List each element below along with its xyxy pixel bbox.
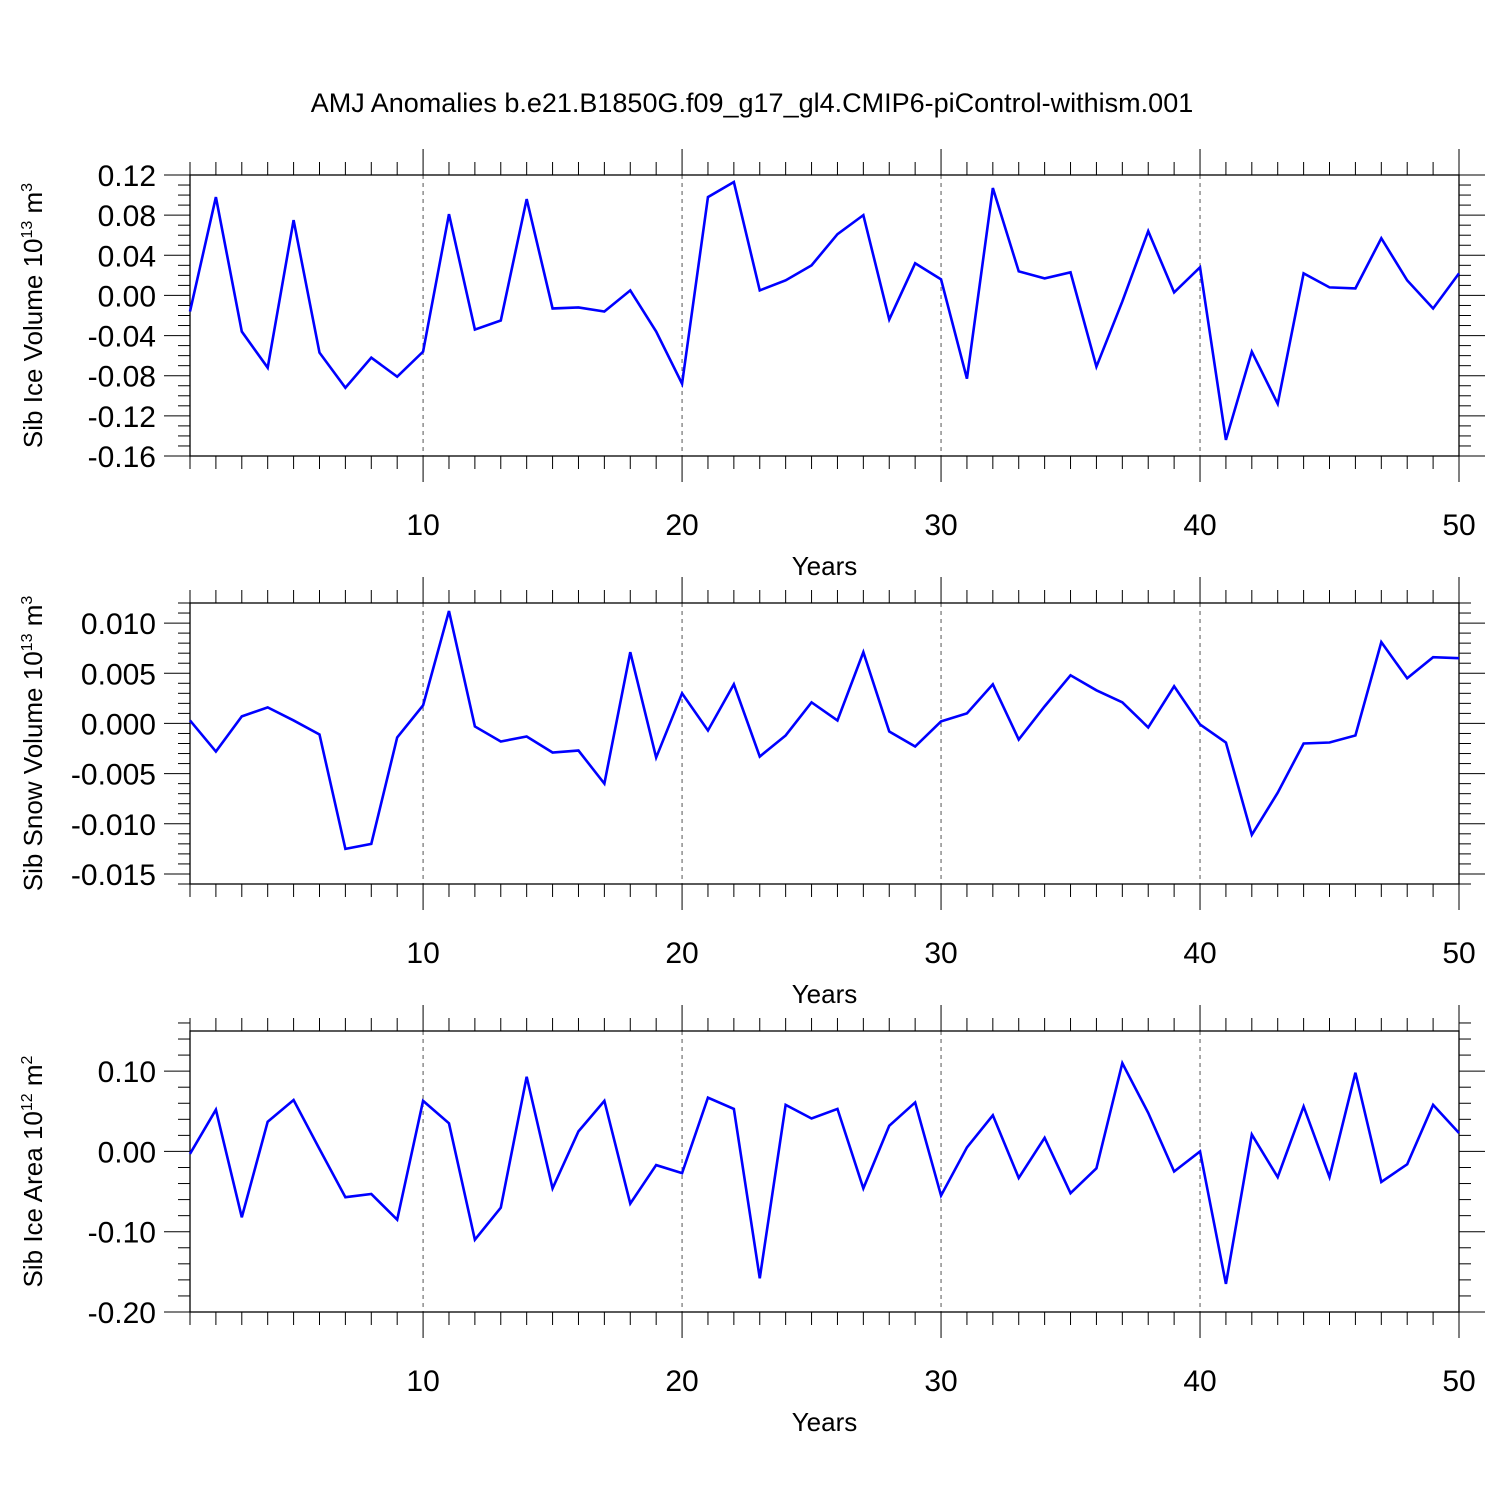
series-line: [188, 1059, 1460, 1285]
y-label-ylabel-unit-exp: 3: [19, 183, 36, 192]
x-axis-label: Years: [792, 1407, 858, 1437]
y-tick-label: 0.00: [98, 1136, 156, 1169]
series-line: [188, 180, 1461, 441]
y-label-ylabel-unit: m: [18, 605, 48, 634]
x-tick-label: 10: [406, 1365, 439, 1398]
x-axis-label: Years: [792, 979, 858, 1009]
x-tick-label: 20: [665, 509, 698, 542]
y-tick-label: 0.005: [81, 658, 156, 691]
y-tick-label: 0.010: [81, 608, 156, 641]
y-label-ylabel-main: Sib Ice Area 10: [18, 1111, 48, 1287]
x-tick-label: 40: [1183, 509, 1216, 542]
y-tick-label: 0.08: [98, 200, 156, 233]
y-tick-label: 0.00: [98, 280, 156, 313]
x-tick-label: 30: [924, 937, 957, 970]
plot-frame: [189, 174, 1460, 457]
x-tick-label: 10: [406, 509, 439, 542]
x-tick-label: 20: [665, 1365, 698, 1398]
y-tick-label: -0.010: [71, 809, 156, 842]
x-tick-label: 30: [924, 1365, 957, 1398]
x-axis-label: Years: [792, 551, 858, 581]
series-line: [189, 610, 1460, 851]
x-tick-label: 10: [406, 937, 439, 970]
chart-panel-3: -0.20 -0.10 0.00 0.10 10 20 30 40 50 Years Sib Ice…: [18, 1005, 1485, 1437]
x-tick-label: 30: [924, 509, 957, 542]
y-tick-label: -0.16: [88, 441, 156, 474]
y-tick-label: -0.12: [88, 401, 156, 434]
x-tick-label: 50: [1442, 1365, 1475, 1398]
x-tick-label: 40: [1183, 937, 1216, 970]
chart-panel-2: -0.015 -0.010 -0.005 0.000 0.005 0.010 10 20 30 4…: [18, 577, 1485, 1009]
y-tick-label: 0.04: [98, 240, 156, 273]
x-tick-label: 50: [1442, 509, 1475, 542]
x-tick-label: 40: [1183, 1365, 1216, 1398]
y-tick-label: -0.04: [88, 321, 156, 354]
y-label-ylabel-unit-exp: 2: [19, 1055, 36, 1064]
y-axis-label: Sib Snow Volume 1013 m3: [18, 596, 48, 892]
y-tick-label: -0.10: [88, 1217, 156, 1250]
figure-title: AMJ Anomalies b.e21.B1850G.f09_g17_gl4.C…: [311, 88, 1193, 118]
y-label-ylabel-main: Sib Ice Volume 10: [18, 239, 48, 449]
x-tick-label: 50: [1442, 937, 1475, 970]
y-label-ylabel-unit: m: [18, 192, 48, 221]
y-tick-label: 0.000: [81, 708, 156, 741]
plot-frame: [189, 602, 1460, 885]
y-tick-label: 0.12: [98, 160, 156, 193]
x-tick-label: 20: [665, 937, 698, 970]
y-tick-label: 0.10: [98, 1056, 156, 1089]
y-tick-label: -0.20: [88, 1297, 156, 1330]
y-label-ylabel-exp: 12: [19, 1093, 36, 1111]
y-tick-label: -0.015: [71, 859, 156, 892]
y-axis-label: Sib Ice Volume 1013 m3: [18, 183, 48, 448]
y-label-ylabel-exp: 13: [19, 633, 36, 651]
y-label-ylabel-exp: 13: [19, 221, 36, 239]
y-label-ylabel-unit: m: [18, 1064, 48, 1093]
chart-panel-1: -0.16 -0.12 -0.08 -0.04 0.00 0.04 0.08 0.12 10 20…: [18, 149, 1485, 581]
y-label-ylabel-unit-exp: 3: [19, 596, 36, 605]
y-tick-label: -0.08: [88, 361, 156, 394]
y-axis-label: Sib Ice Area 1012 m2: [18, 1055, 48, 1287]
y-tick-label: -0.005: [71, 759, 156, 792]
plot-frame: [189, 1030, 1460, 1313]
y-label-ylabel-main: Sib Snow Volume 10: [18, 651, 48, 891]
